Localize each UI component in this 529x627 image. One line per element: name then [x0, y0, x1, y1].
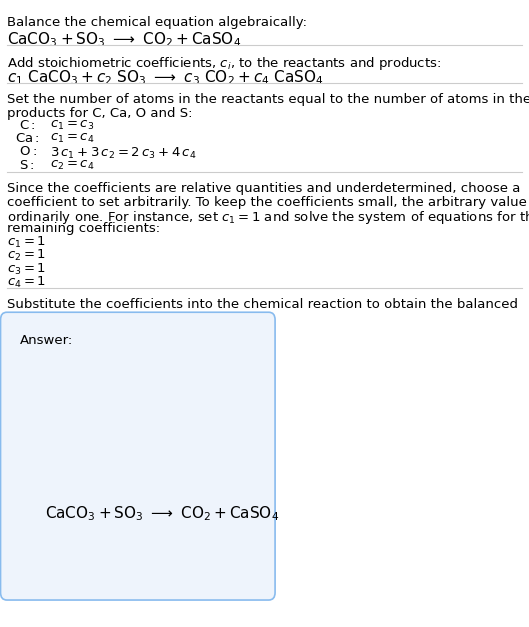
Text: $c_3 = 1$: $c_3 = 1$ — [7, 261, 46, 277]
Text: $c_1 = 1$: $c_1 = 1$ — [7, 235, 46, 250]
Text: Since the coefficients are relative quantities and underdetermined, choose a: Since the coefficients are relative quan… — [7, 182, 520, 196]
Text: $\mathrm{S{:}}$: $\mathrm{S{:}}$ — [19, 159, 34, 172]
Text: $\mathrm{CaCO_3 + SO_3\ \longrightarrow\ CO_2 + CaSO_4}$: $\mathrm{CaCO_3 + SO_3\ \longrightarrow\… — [7, 30, 241, 49]
Text: coefficient to set arbitrarily. To keep the coefficients small, the arbitrary va: coefficient to set arbitrarily. To keep … — [7, 196, 529, 209]
Text: $c_1 = c_3$: $c_1 = c_3$ — [50, 119, 95, 132]
Text: $c_2 = c_4$: $c_2 = c_4$ — [50, 159, 95, 172]
FancyBboxPatch shape — [1, 312, 275, 600]
Text: $\mathrm{C{:}}$: $\mathrm{C{:}}$ — [19, 119, 35, 132]
Text: $\mathrm{Ca{:}}$: $\mathrm{Ca{:}}$ — [15, 132, 40, 145]
Text: equation:: equation: — [7, 312, 70, 325]
Text: Set the number of atoms in the reactants equal to the number of atoms in the: Set the number of atoms in the reactants… — [7, 93, 529, 107]
Text: ordinarily one. For instance, set $c_1 = 1$ and solve the system of equations fo: ordinarily one. For instance, set $c_1 =… — [7, 209, 529, 226]
Text: remaining coefficients:: remaining coefficients: — [7, 222, 160, 235]
Text: $c_1 = c_4$: $c_1 = c_4$ — [50, 132, 95, 145]
Text: Answer:: Answer: — [20, 334, 74, 347]
Text: $3\,c_1 + 3\,c_2 = 2\,c_3 + 4\,c_4$: $3\,c_1 + 3\,c_2 = 2\,c_3 + 4\,c_4$ — [50, 145, 197, 161]
Text: Add stoichiometric coefficients, $c_i$, to the reactants and products:: Add stoichiometric coefficients, $c_i$, … — [7, 55, 441, 71]
Text: $c_1\ \mathrm{CaCO_3} + c_2\ \mathrm{SO_3}\ \longrightarrow\ c_3\ \mathrm{CO_2} : $c_1\ \mathrm{CaCO_3} + c_2\ \mathrm{SO_… — [7, 68, 323, 87]
Text: Substitute the coefficients into the chemical reaction to obtain the balanced: Substitute the coefficients into the che… — [7, 298, 518, 312]
Text: $c_2 = 1$: $c_2 = 1$ — [7, 248, 46, 263]
Text: products for C, Ca, O and S:: products for C, Ca, O and S: — [7, 107, 193, 120]
Text: $\mathrm{CaCO_3 + SO_3\ \longrightarrow\ CO_2 + CaSO_4}$: $\mathrm{CaCO_3 + SO_3\ \longrightarrow\… — [45, 505, 279, 524]
Text: $c_4 = 1$: $c_4 = 1$ — [7, 275, 46, 290]
Text: Balance the chemical equation algebraically:: Balance the chemical equation algebraica… — [7, 16, 307, 29]
Text: $\mathrm{O{:}}$: $\mathrm{O{:}}$ — [19, 145, 37, 159]
